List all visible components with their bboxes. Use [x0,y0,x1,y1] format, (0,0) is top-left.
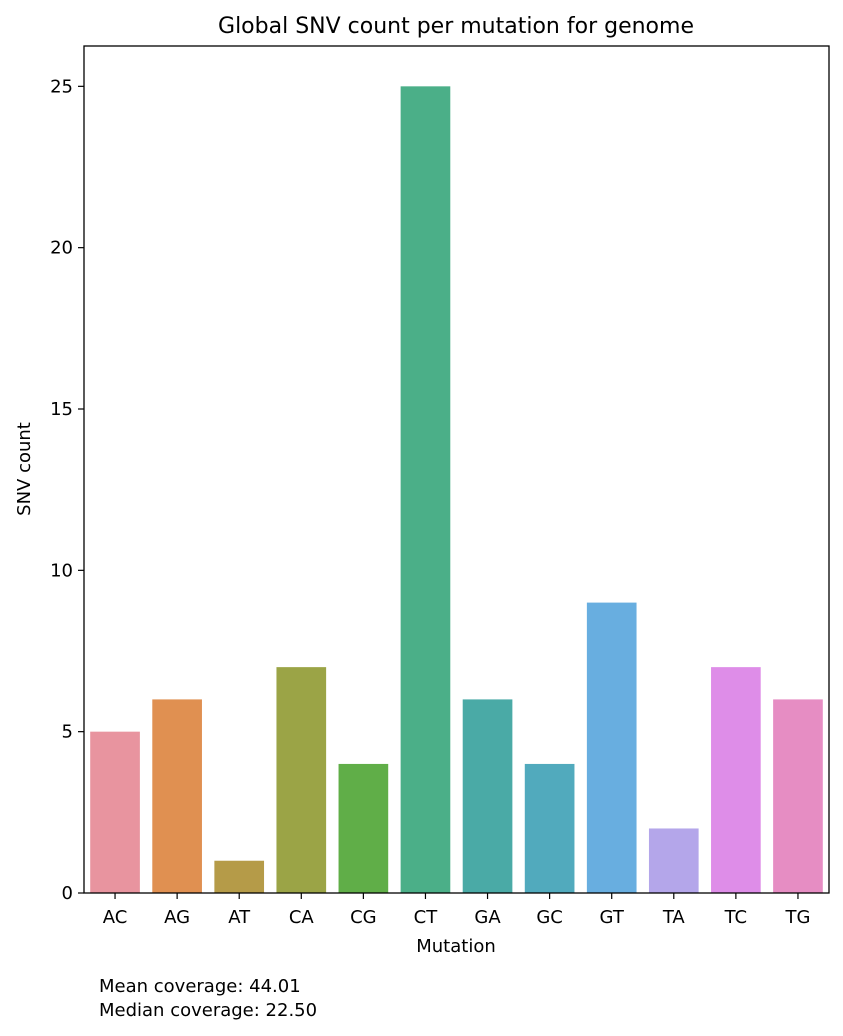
median-coverage-text: Median coverage: 22.50 [99,1000,318,1021]
x-tick-label: TG [784,907,810,928]
bar-gt [586,602,637,893]
y-tick-label: 5 [62,722,73,743]
y-axis: 0 5 10 15 20 25 [50,76,84,904]
x-axis-label: Mutation [416,936,496,957]
mean-coverage-text: Mean coverage: 44.01 [99,976,301,997]
x-tick-label: AC [103,907,128,928]
x-tick-label: TA [662,907,686,928]
x-tick-label: CT [414,907,439,928]
bar-cg [338,763,389,893]
bar-tg [773,699,823,893]
bar-gc [524,763,575,893]
bar-ct [400,86,451,894]
bar-ac [90,731,140,893]
bar-at [214,860,265,893]
x-tick-label: CG [350,907,377,928]
x-tick-label: AG [164,907,190,928]
bar-tc [711,667,761,893]
x-tick-label: AT [228,907,251,928]
y-tick-label: 0 [62,883,73,904]
chart-title: Global SNV count per mutation for genome [218,14,694,39]
plot-frame [83,45,830,894]
bar-ag [152,699,202,893]
x-tick-label: GA [474,907,501,928]
y-tick-label: 25 [50,76,73,97]
x-tick-label: GC [536,907,563,928]
bar-ta [648,828,699,893]
bar-ca [276,667,327,893]
bars-group [90,86,823,894]
x-tick-label: TC [724,907,748,928]
x-tick-label: CA [289,907,315,928]
x-axis: AC AG AT CA CG CT GA GC GT TA TC TG [103,893,810,928]
x-tick-label: GT [600,907,625,928]
y-axis-label: SNV count [14,422,35,516]
y-tick-label: 20 [50,238,73,259]
y-tick-label: 15 [50,399,73,420]
bar-ga [462,699,513,893]
y-tick-label: 10 [50,560,73,581]
